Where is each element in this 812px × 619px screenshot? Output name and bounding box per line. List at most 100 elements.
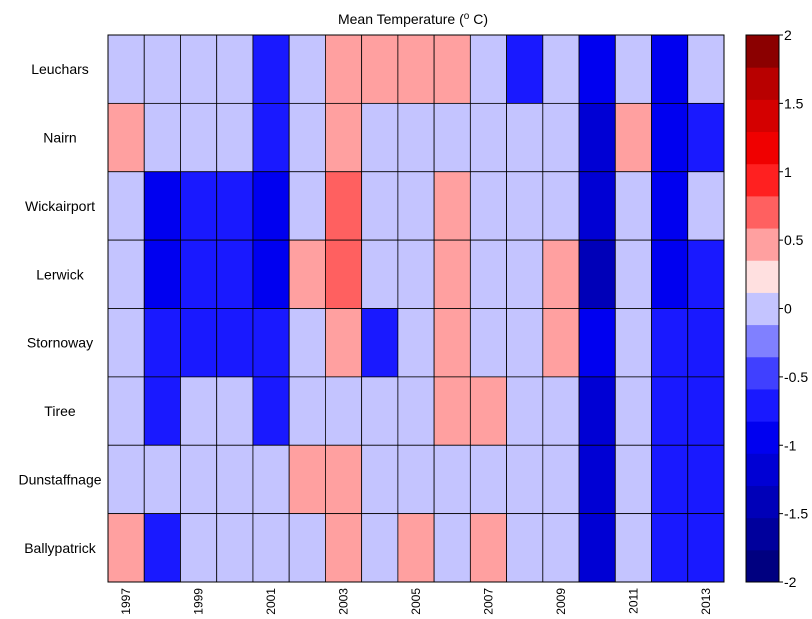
heatmap-cell bbox=[143, 239, 181, 309]
heatmap-cell bbox=[361, 102, 399, 173]
heatmap-cell bbox=[216, 376, 254, 446]
heatmap-cell bbox=[506, 376, 544, 446]
heatmap-cell bbox=[216, 239, 254, 309]
heatmap-cell bbox=[107, 376, 145, 446]
colorbar: 2 1.5 1 0.5 0 -0.5 -1 -1.5 -2 bbox=[745, 27, 808, 590]
heatmap-cell bbox=[433, 34, 471, 104]
colorbar-swatch bbox=[746, 485, 779, 519]
heatmap-cell bbox=[107, 34, 145, 104]
heatmap-cell bbox=[542, 513, 580, 583]
heatmap-cell bbox=[614, 444, 652, 515]
colorbar-swatch bbox=[746, 195, 779, 229]
heatmap-cell bbox=[107, 171, 145, 241]
colorbar-swatch bbox=[746, 517, 779, 551]
heatmap-cell bbox=[687, 376, 725, 446]
colorbar-swatch bbox=[746, 67, 779, 100]
heatmap-cell bbox=[288, 171, 326, 241]
heatmap-cell bbox=[542, 171, 580, 241]
heatmap-cell bbox=[216, 444, 254, 515]
heatmap-cell bbox=[578, 444, 616, 515]
heatmap-cell bbox=[216, 308, 254, 378]
heatmap-cell bbox=[361, 308, 399, 378]
heatmap-cell bbox=[542, 376, 580, 446]
heatmap-cell bbox=[651, 513, 689, 583]
colorbar-swatch bbox=[746, 35, 779, 68]
colorbar-swatch bbox=[746, 549, 779, 583]
colorbar-tick-label: 1 bbox=[784, 164, 792, 180]
heatmap-cell bbox=[180, 171, 218, 241]
row-label: Tiree bbox=[44, 403, 76, 419]
colorbar-tick-label: -1 bbox=[784, 437, 797, 453]
heatmap-cell bbox=[506, 513, 544, 583]
heatmap-cell bbox=[614, 239, 652, 309]
heatmap-cell bbox=[252, 376, 290, 446]
heatmap-cell bbox=[506, 171, 544, 241]
heatmap-cell bbox=[687, 34, 725, 104]
heatmap-cell bbox=[651, 444, 689, 515]
heatmap-cell bbox=[433, 444, 471, 515]
row-label: Nairn bbox=[43, 130, 76, 146]
heatmap-cell bbox=[180, 376, 218, 446]
heatmap-cell bbox=[252, 308, 290, 378]
heatmap-cell bbox=[578, 171, 616, 241]
heatmap-cell bbox=[143, 102, 181, 173]
heatmap-cell bbox=[216, 513, 254, 583]
heatmap-cells bbox=[107, 34, 725, 583]
heatmap-cell bbox=[578, 513, 616, 583]
colorbar-swatch bbox=[746, 421, 779, 454]
heatmap-cell bbox=[252, 239, 290, 309]
heatmap-cell bbox=[361, 444, 399, 515]
colorbar-tick-label: -1.5 bbox=[784, 506, 808, 522]
chart-title: Mean Temperature (o C) bbox=[338, 11, 488, 27]
heatmap-cell bbox=[542, 308, 580, 378]
heatmap-cell bbox=[651, 376, 689, 446]
chart-title-main: Mean Temperature ( bbox=[338, 11, 464, 27]
row-label: Wickairport bbox=[25, 198, 95, 214]
heatmap-cell bbox=[143, 444, 181, 515]
heatmap-cell bbox=[651, 171, 689, 241]
heatmap-cell bbox=[578, 376, 616, 446]
x-tick-label: 1999 bbox=[192, 588, 206, 615]
colorbar-swatch bbox=[746, 260, 779, 293]
heatmap-cell bbox=[180, 239, 218, 309]
heatmap-cell bbox=[687, 171, 725, 241]
heatmap-cell bbox=[397, 308, 435, 378]
colorbar-swatch bbox=[746, 356, 779, 390]
heatmap-cell bbox=[325, 34, 363, 104]
colorbar-swatch bbox=[746, 388, 779, 422]
row-label: Lerwick bbox=[36, 266, 84, 282]
heatmap-cell bbox=[325, 102, 363, 173]
heatmap-cell bbox=[542, 102, 580, 173]
heatmap-cell bbox=[578, 34, 616, 104]
heatmap-cell bbox=[216, 171, 254, 241]
x-tick-label: 2003 bbox=[337, 588, 351, 615]
heatmap-cell bbox=[506, 308, 544, 378]
heatmap-cell bbox=[107, 102, 145, 173]
heatmap-cell bbox=[252, 34, 290, 104]
heatmap-cell bbox=[469, 513, 507, 583]
heatmap-cell bbox=[687, 308, 725, 378]
heatmap-cell bbox=[180, 444, 218, 515]
colorbar-tick-label: 2 bbox=[784, 27, 792, 43]
heatmap-cell bbox=[397, 102, 435, 173]
heatmap-cell bbox=[687, 513, 725, 583]
heatmap-cell bbox=[288, 102, 326, 173]
heatmap-cell bbox=[397, 513, 435, 583]
heatmap-cell bbox=[506, 102, 544, 173]
heatmap-cell bbox=[325, 376, 363, 446]
heatmap-cell bbox=[397, 171, 435, 241]
heatmap-cell bbox=[180, 513, 218, 583]
heatmap-cell bbox=[506, 444, 544, 515]
heatmap-cell bbox=[107, 513, 145, 583]
heatmap-cell bbox=[180, 308, 218, 378]
heatmap-cell bbox=[614, 513, 652, 583]
x-tick-label: 2001 bbox=[264, 588, 278, 615]
heatmap-cell bbox=[542, 444, 580, 515]
heatmap-cell bbox=[469, 308, 507, 378]
heatmap-cell bbox=[288, 513, 326, 583]
heatmap-cell bbox=[433, 171, 471, 241]
heatmap-cell bbox=[614, 34, 652, 104]
colorbar-tick-label: -2 bbox=[784, 574, 797, 590]
heatmap-cell bbox=[542, 239, 580, 309]
heatmap-cell bbox=[397, 376, 435, 446]
